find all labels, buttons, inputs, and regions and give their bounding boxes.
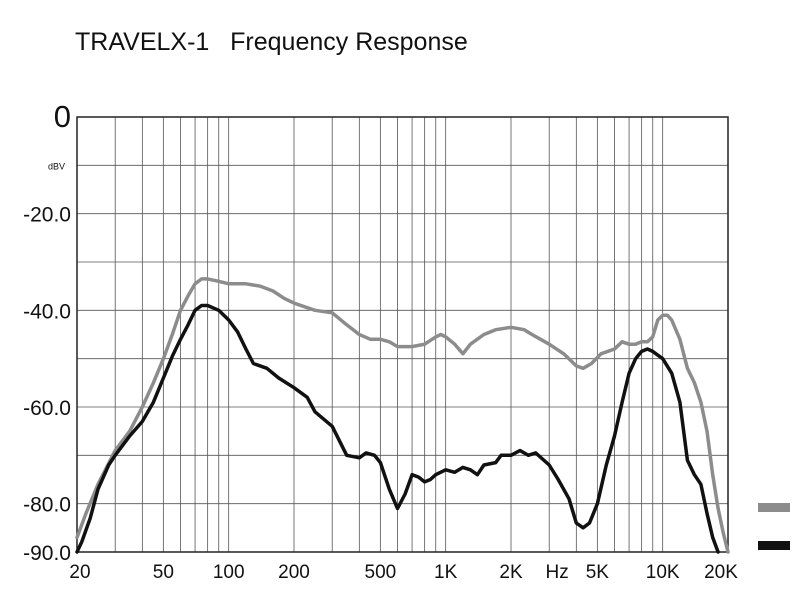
y-tick-label: -20.0	[23, 204, 71, 227]
x-tick-label: 10K	[646, 562, 680, 583]
series-layer	[75, 277, 730, 554]
x-tick-label: 50	[153, 562, 174, 583]
y-tick-label: -40.0	[23, 300, 71, 323]
y-unit-label: dBV	[48, 161, 65, 171]
legend	[758, 503, 790, 550]
x-tick-label: 5K	[586, 562, 610, 583]
x-tick-label: 2K	[499, 562, 523, 583]
x-tick-label: 20	[69, 562, 90, 583]
y-tick-label: -90.0	[23, 542, 71, 565]
x-tick-label: 20K	[704, 562, 738, 583]
y-tick-label: 0	[54, 99, 71, 134]
y-axis-ticks: 0 -20.0 -40.0 -60.0 -80.0 -90.0	[23, 99, 71, 565]
plot-frame	[76, 116, 729, 553]
x-tick-label: 1K	[434, 562, 458, 583]
series-line-2	[75, 303, 720, 554]
x-tick-label: 200	[278, 562, 310, 583]
legend-swatch-1	[758, 503, 790, 512]
x-unit-label: Hz	[546, 562, 569, 583]
legend-swatch-2	[758, 541, 790, 550]
chart-title: TRAVELX-1 Frequency Response	[75, 28, 468, 56]
series-line-1	[75, 277, 730, 554]
x-tick-label: 500	[365, 562, 397, 583]
y-tick-label: -60.0	[23, 397, 71, 420]
x-tick-label: 100	[213, 562, 245, 583]
x-axis-ticks: 20 50 100 200 500 1K 2K 5K 10K 20K Hz	[69, 562, 738, 583]
grid	[76, 116, 729, 553]
y-tick-label: -80.0	[23, 494, 71, 517]
